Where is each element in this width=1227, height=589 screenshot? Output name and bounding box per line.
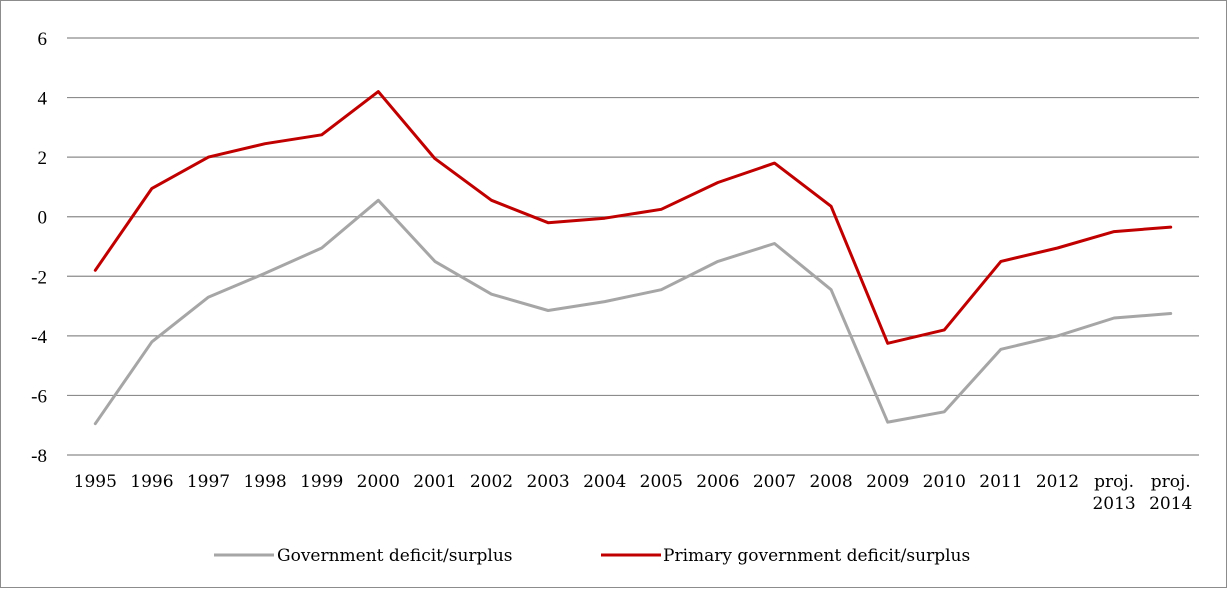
series-line-government-deficit: [93, 198, 1173, 426]
y-tick-label: -8: [31, 446, 47, 467]
gridlines: [67, 37, 1199, 456]
x-tick-label: proj. 2014: [1149, 472, 1192, 514]
y-tick-label: 0: [38, 208, 48, 229]
x-tick-label: 2000: [357, 472, 400, 492]
legend-item: Government deficit/surplus: [214, 546, 513, 566]
y-axis-tick-labels: -8 -6 -4 -2 0 2 4 6: [31, 29, 47, 467]
y-tick-label: -4: [31, 327, 47, 348]
x-tick-label: 1998: [243, 472, 286, 492]
x-tick-label: 2005: [640, 472, 683, 492]
series-lines: [93, 90, 1173, 426]
x-tick-label: 2011: [979, 472, 1022, 492]
x-tick-label: 2010: [923, 472, 966, 492]
x-tick-label: 1997: [187, 472, 230, 492]
x-tick-label: 2004: [583, 472, 626, 492]
x-tick-label: 2002: [470, 472, 513, 492]
x-tick-label: 2007: [753, 472, 796, 492]
x-tick-label: proj. 2013: [1092, 472, 1135, 514]
x-tick-label: 2012: [1036, 472, 1079, 492]
y-tick-label: -6: [31, 386, 47, 407]
x-axis-tick-labels: 1995 1996 1997 1998 1999 2000 2001 2002 2003 2004…: [74, 472, 1193, 514]
legend-label: Government deficit/surplus: [277, 546, 513, 566]
legend-item: Primary government deficit/surplus: [601, 546, 970, 566]
y-tick-label: 2: [38, 148, 48, 169]
x-tick-label: 2006: [696, 472, 739, 492]
x-tick-label: 2001: [413, 472, 456, 492]
y-tick-label: 6: [38, 29, 48, 50]
y-tick-label: 4: [38, 89, 48, 110]
series-line-primary-government-deficit: [93, 90, 1173, 345]
y-tick-label: -2: [31, 267, 47, 288]
x-tick-label: 2003: [526, 472, 569, 492]
legend-label: Primary government deficit/surplus: [663, 546, 970, 566]
x-tick-label: 2008: [809, 472, 852, 492]
x-tick-label: 2009: [866, 472, 909, 492]
x-tick-label: 1999: [300, 472, 343, 492]
x-tick-label: 1995: [74, 472, 117, 492]
legend: Government deficit/surplus Primary govern…: [214, 546, 970, 566]
x-tick-label: 1996: [130, 472, 173, 492]
